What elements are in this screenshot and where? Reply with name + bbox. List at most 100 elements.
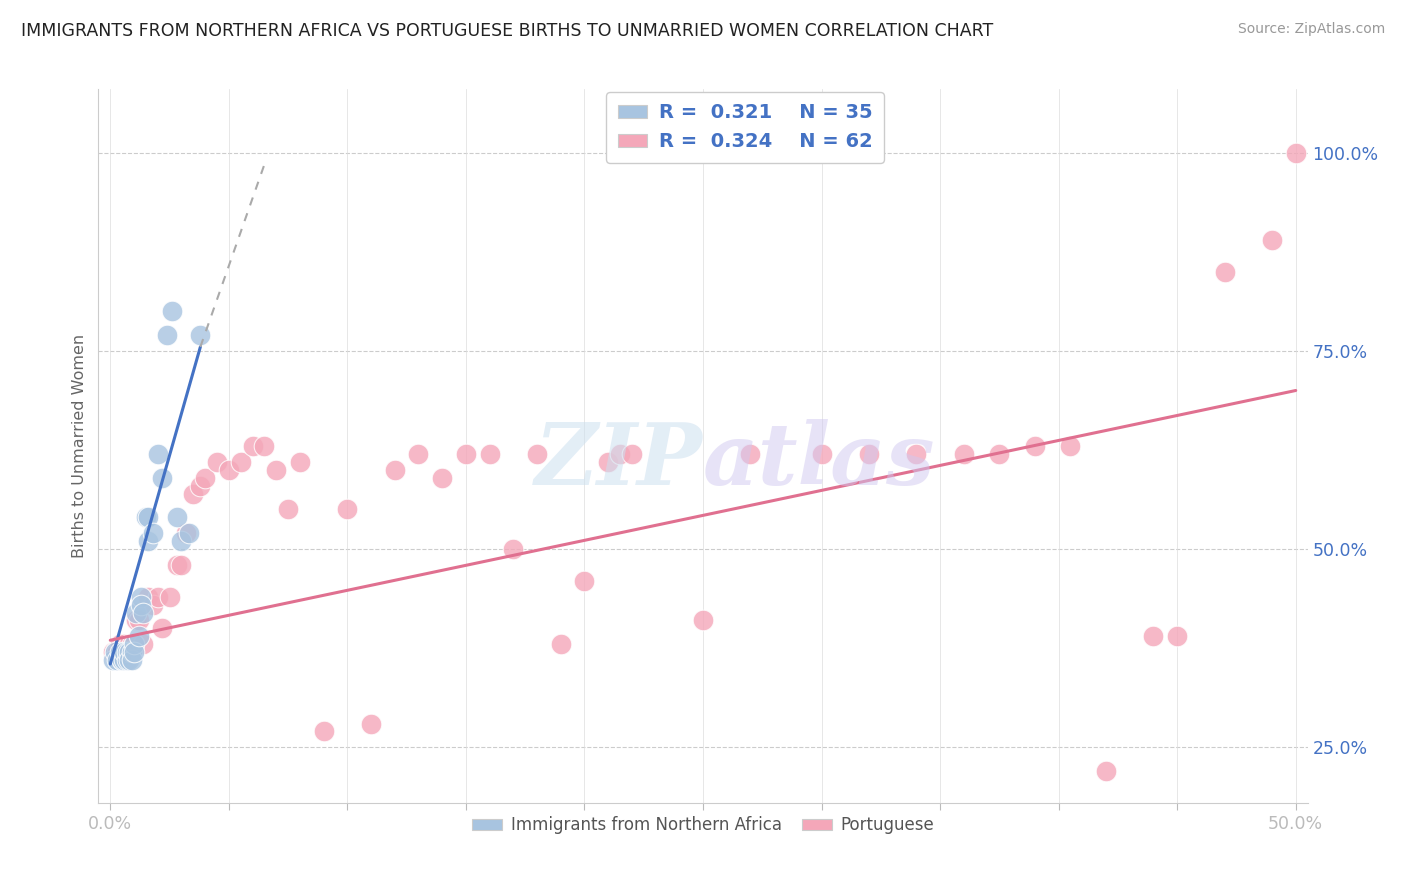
Point — [1285, 145, 1308, 160]
Point — [1166, 629, 1188, 643]
Point — [104, 645, 127, 659]
Point — [166, 510, 188, 524]
Point — [177, 526, 200, 541]
Point — [118, 637, 141, 651]
Point — [952, 447, 974, 461]
Point — [114, 653, 136, 667]
Point — [129, 590, 152, 604]
Point — [121, 653, 143, 667]
Point — [101, 653, 124, 667]
Point — [136, 510, 159, 524]
Point — [152, 621, 174, 635]
Point — [136, 590, 159, 604]
Point — [132, 606, 155, 620]
Point — [574, 574, 596, 588]
Point — [125, 606, 148, 620]
Point — [152, 471, 174, 485]
Point — [336, 502, 359, 516]
Text: IMMIGRANTS FROM NORTHERN AFRICA VS PORTUGUESE BIRTHS TO UNMARRIED WOMEN CORRELAT: IMMIGRANTS FROM NORTHERN AFRICA VS PORTU… — [21, 22, 994, 40]
Point — [526, 447, 548, 461]
Point — [170, 534, 193, 549]
Point — [128, 614, 150, 628]
Point — [142, 598, 165, 612]
Point — [104, 645, 127, 659]
Point — [118, 653, 141, 667]
Point — [121, 645, 143, 659]
Point — [858, 447, 880, 461]
Point — [115, 645, 138, 659]
Point — [264, 463, 287, 477]
Point — [692, 614, 714, 628]
Point — [166, 558, 188, 572]
Point — [1213, 264, 1236, 278]
Point — [620, 447, 643, 461]
Point — [609, 447, 631, 461]
Point — [1095, 764, 1118, 778]
Point — [174, 526, 197, 541]
Point — [156, 328, 179, 343]
Point — [118, 645, 141, 659]
Point — [121, 637, 143, 651]
Point — [312, 724, 335, 739]
Point — [105, 645, 128, 659]
Point — [136, 534, 159, 549]
Point — [408, 447, 430, 461]
Point — [159, 590, 181, 604]
Point — [190, 478, 212, 492]
Point — [740, 447, 762, 461]
Point — [142, 526, 165, 541]
Point — [810, 447, 832, 461]
Point — [105, 653, 128, 667]
Point — [288, 455, 311, 469]
Point — [454, 447, 477, 461]
Point — [988, 447, 1011, 461]
Point — [122, 637, 145, 651]
Point — [111, 653, 134, 667]
Text: ZIP: ZIP — [536, 418, 703, 502]
Point — [108, 637, 131, 651]
Point — [218, 463, 240, 477]
Text: Source: ZipAtlas.com: Source: ZipAtlas.com — [1237, 22, 1385, 37]
Point — [598, 455, 620, 469]
Point — [502, 542, 524, 557]
Point — [111, 653, 134, 667]
Point — [170, 558, 193, 572]
Point — [115, 653, 138, 667]
Point — [111, 645, 134, 659]
Point — [1142, 629, 1164, 643]
Y-axis label: Births to Unmarried Women: Births to Unmarried Women — [72, 334, 87, 558]
Point — [1059, 439, 1081, 453]
Point — [101, 645, 124, 659]
Point — [384, 463, 406, 477]
Point — [135, 510, 157, 524]
Point — [360, 716, 382, 731]
Point — [905, 447, 928, 461]
Point — [478, 447, 501, 461]
Point — [242, 439, 264, 453]
Point — [114, 645, 136, 659]
Point — [432, 471, 454, 485]
Point — [277, 502, 299, 516]
Point — [160, 304, 183, 318]
Point — [129, 598, 152, 612]
Point — [114, 637, 136, 651]
Point — [550, 637, 572, 651]
Point — [125, 614, 148, 628]
Point — [122, 637, 145, 651]
Point — [253, 439, 276, 453]
Point — [128, 629, 150, 643]
Point — [115, 645, 138, 659]
Point — [190, 328, 212, 343]
Point — [146, 447, 169, 461]
Point — [122, 645, 145, 659]
Legend: Immigrants from Northern Africa, Portuguese: Immigrants from Northern Africa, Portugu… — [465, 810, 941, 841]
Point — [1024, 439, 1046, 453]
Point — [229, 455, 252, 469]
Point — [205, 455, 228, 469]
Point — [146, 590, 169, 604]
Point — [194, 471, 217, 485]
Point — [132, 637, 155, 651]
Point — [1261, 233, 1284, 247]
Point — [181, 486, 204, 500]
Text: atlas: atlas — [703, 418, 935, 502]
